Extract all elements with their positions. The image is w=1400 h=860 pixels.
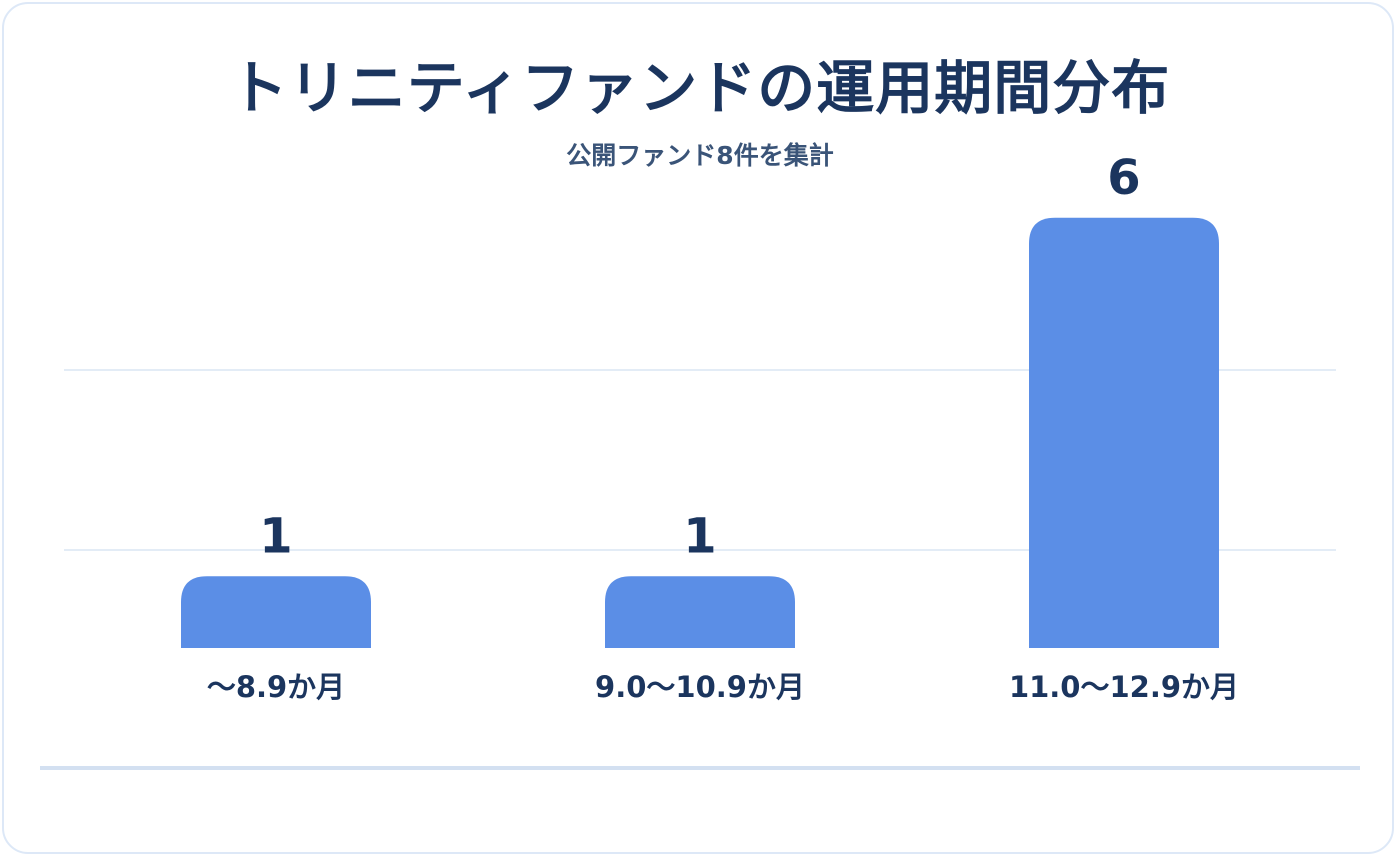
bars (181, 217, 1219, 649)
chart-subtitle: 公開ファンド8件を集計 (566, 141, 834, 170)
category-labels: 〜8.9か月 9.0〜10.9か月 11.0〜12.9か月 (207, 670, 1239, 704)
bar-1 (181, 576, 371, 648)
value-label-2: 1 (683, 508, 716, 564)
category-label-3: 11.0〜12.9か月 (1009, 670, 1239, 704)
category-label-1: 〜8.9か月 (207, 670, 345, 704)
value-label-1: 1 (259, 508, 292, 564)
value-labels: 1 1 6 (259, 150, 1140, 564)
chart-title: トリニティファンドの運用期間分布 (229, 54, 1171, 122)
value-label-3: 6 (1107, 150, 1140, 206)
bar-2 (605, 576, 795, 648)
category-label-2: 9.0〜10.9か月 (595, 670, 805, 704)
bar-3 (1029, 217, 1219, 649)
